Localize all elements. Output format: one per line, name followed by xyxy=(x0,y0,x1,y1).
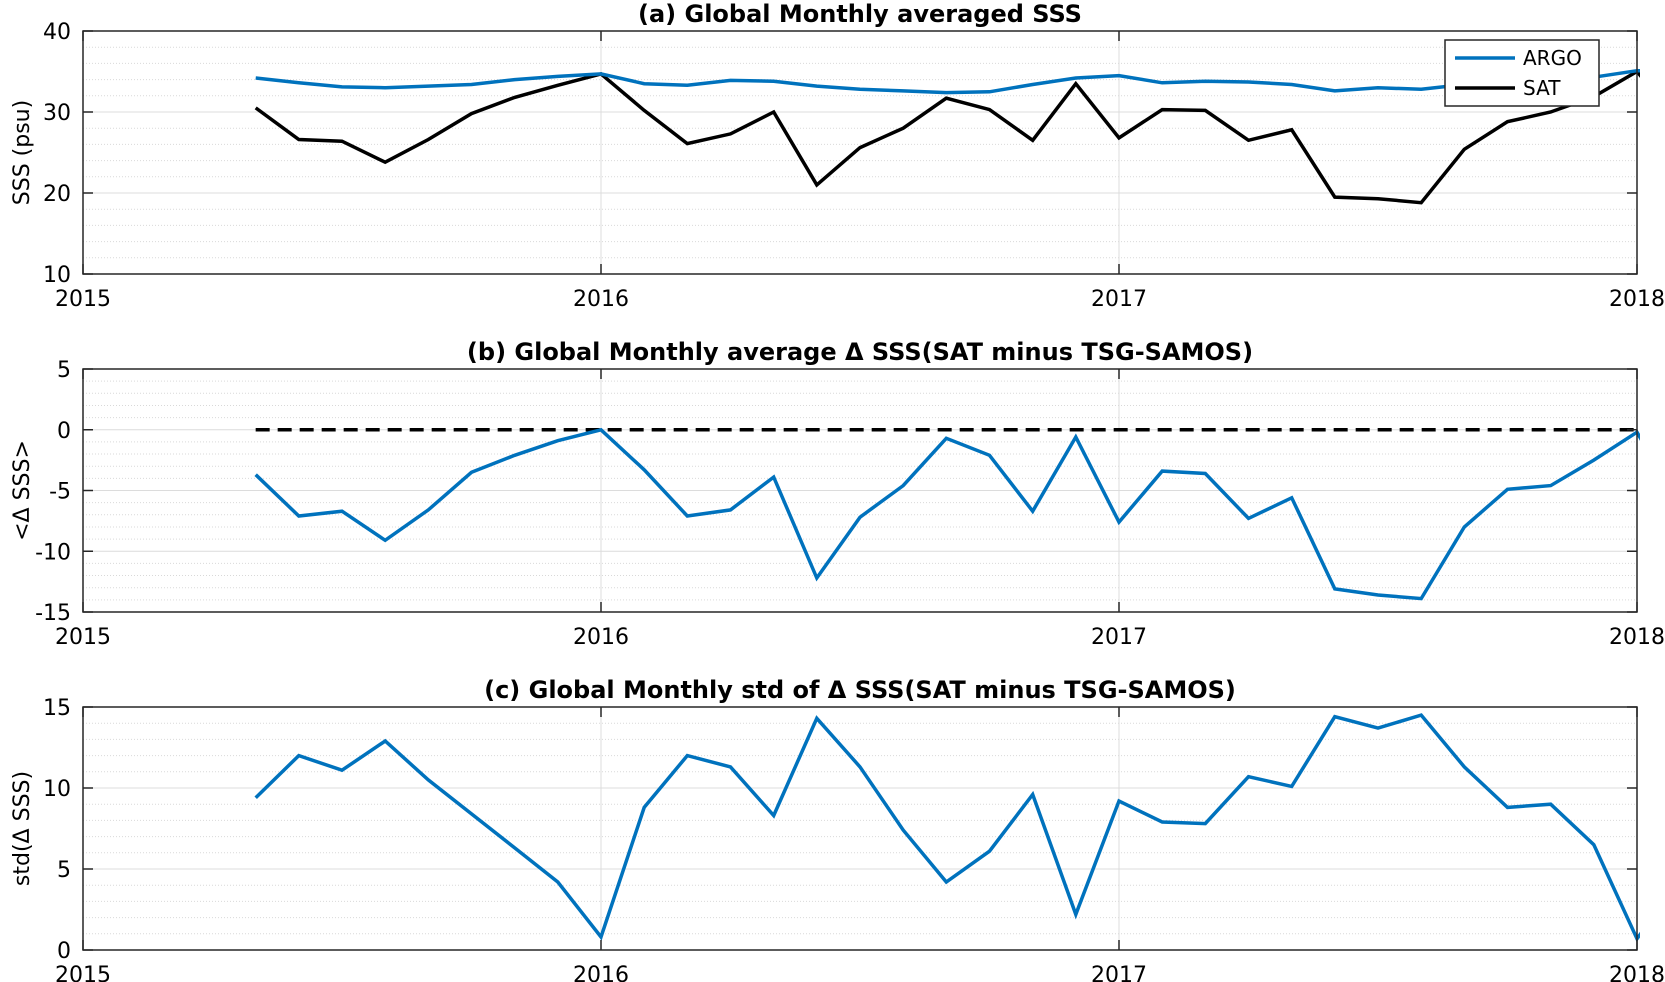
argo-series-line xyxy=(255,68,1640,95)
y-tick-label: 40 xyxy=(43,20,71,45)
y-tick-label: 5 xyxy=(57,858,71,883)
chart-title: (c) Global Monthly std of Δ SSS(SAT minu… xyxy=(484,676,1236,704)
x-tick-label: 2018 xyxy=(1609,963,1665,982)
x-tick-label: 2018 xyxy=(1609,287,1665,312)
x-tick-label: 2017 xyxy=(1091,287,1147,312)
chart-title: (a) Global Monthly averaged SSS xyxy=(638,0,1082,28)
y-tick-label: -5 xyxy=(49,480,71,505)
y-tick-label: 30 xyxy=(43,101,71,126)
y-tick-label: 5 xyxy=(57,358,71,383)
x-tick-label: 2015 xyxy=(55,287,111,312)
x-tick-label: 2015 xyxy=(55,625,111,650)
x-tick-label: 2016 xyxy=(573,287,629,312)
y-tick-label: -10 xyxy=(35,540,71,565)
x-tick-label: 2017 xyxy=(1091,625,1147,650)
y-tick-label: 15 xyxy=(43,696,71,721)
delta-sss-series-line xyxy=(254,427,1640,601)
x-tick-label: 2016 xyxy=(573,625,629,650)
y-tick-label: -15 xyxy=(35,601,71,626)
y-tick-label: 10 xyxy=(43,777,71,802)
chart-title: (b) Global Monthly average Δ SSS(SAT min… xyxy=(467,338,1253,366)
axes-frame xyxy=(82,706,1638,951)
x-tick-label: 2017 xyxy=(1091,963,1147,982)
x-tick-label: 2015 xyxy=(55,963,111,982)
legend-box xyxy=(1444,39,1600,107)
series-group xyxy=(254,713,1640,943)
y-tick-label: 0 xyxy=(57,419,71,444)
y-axis-label: std(Δ SSS) xyxy=(10,771,35,886)
y-axis-label: <Δ SSS> xyxy=(10,440,35,541)
legend-label-sat: SAT xyxy=(1523,76,1561,100)
sat-series-line xyxy=(254,69,1640,205)
y-axis-label: SSS (psu) xyxy=(10,100,35,205)
series-group xyxy=(254,427,1640,601)
delta-sss-series-line xyxy=(254,713,1640,943)
x-tick-label: 2018 xyxy=(1609,625,1665,650)
y-tick-label: 10 xyxy=(43,263,71,288)
panel-c: 0 5 10 15 2015 2016 2017 2018 (c) Global Monthly… xyxy=(10,676,1665,982)
panel-a: 10 20 30 40 2015 2016 2017 2018 (a) Global Month… xyxy=(10,0,1665,312)
y-tick-label: 20 xyxy=(43,182,71,207)
y-tick-label: 0 xyxy=(57,939,71,964)
x-tick-label: 2016 xyxy=(573,963,629,982)
legend: ARGO SAT xyxy=(1444,39,1600,107)
plot-area xyxy=(83,31,1637,274)
legend-label-argo: ARGO xyxy=(1523,46,1582,70)
panel-b: -15 -10 -5 0 5 2015 2016 2017 2018 (b) Global Mon… xyxy=(10,338,1665,650)
series-group xyxy=(254,68,1640,205)
axes-frame xyxy=(82,30,1638,275)
plot-area xyxy=(83,707,1637,950)
